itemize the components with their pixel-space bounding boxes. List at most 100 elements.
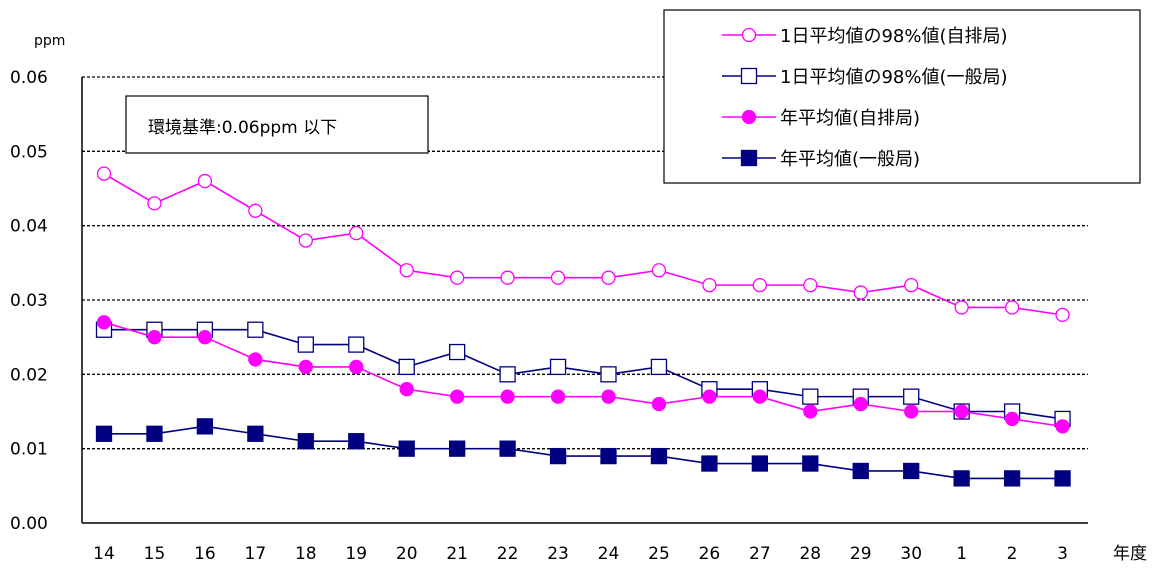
- y-tick-label: 0.01: [10, 440, 48, 460]
- data-point: [752, 277, 767, 293]
- y-tick-label: 0.02: [10, 365, 48, 385]
- data-point: [953, 470, 970, 487]
- legend-item: 年平均値(一般局): [722, 149, 920, 170]
- data-point: [1004, 411, 1020, 427]
- data-point: [549, 447, 567, 465]
- y-tick-label: 0.06: [10, 68, 48, 88]
- data-point: [954, 300, 969, 315]
- data-point: [248, 352, 263, 367]
- x-tick-label: 26: [699, 544, 721, 564]
- series-line: [103, 321, 1063, 428]
- data-point: [903, 388, 920, 405]
- data-point: [1003, 470, 1021, 487]
- legend-label: 年平均値(一般局): [780, 149, 920, 170]
- x-tick-label: 27: [749, 544, 771, 564]
- data-point: [550, 270, 566, 285]
- x-tick-label: 15: [144, 544, 166, 564]
- y-tick-label: 0.00: [10, 514, 48, 534]
- data-point: [751, 455, 768, 472]
- y-axis-unit-label: ppm: [34, 33, 65, 49]
- data-point: [96, 315, 112, 330]
- data-point: [803, 404, 818, 419]
- data-point: [247, 321, 264, 338]
- data-point: [853, 396, 868, 412]
- series-line: [104, 328, 1063, 420]
- data-point: [448, 343, 466, 361]
- x-tick-label: 23: [547, 544, 569, 564]
- data-point: [650, 358, 668, 376]
- series-line: [104, 425, 1063, 480]
- data-point: [601, 270, 616, 285]
- data-point: [499, 366, 516, 383]
- x-tick-label: 29: [850, 544, 872, 564]
- data-point: [297, 336, 314, 353]
- grid-layer: [82, 76, 1088, 450]
- standard-annotation: 環境基準:0.06ppm 以下: [125, 95, 429, 154]
- data-point: [448, 440, 466, 457]
- x-tick-label: 25: [648, 544, 670, 564]
- data-point: [1054, 470, 1071, 487]
- data-point: [96, 166, 112, 181]
- y-tick-label: 0.04: [10, 217, 48, 237]
- x-tick-label: 17: [245, 544, 267, 564]
- series-4: [95, 418, 1071, 487]
- data-point: [852, 462, 869, 480]
- data-point: [197, 173, 213, 189]
- legend-swatch-marker: [740, 67, 758, 85]
- legend-item: 年平均値(自排局): [722, 108, 920, 129]
- x-tick-label: 18: [295, 544, 317, 564]
- data-point: [298, 359, 313, 375]
- data-point: [802, 455, 819, 472]
- data-point: [853, 285, 868, 300]
- data-point: [904, 404, 919, 419]
- data-point: [802, 388, 819, 405]
- x-tick-label: 20: [396, 544, 418, 564]
- data-point: [702, 277, 717, 293]
- data-point: [803, 277, 818, 293]
- data-point: [399, 263, 414, 278]
- data-point: [348, 336, 365, 353]
- data-point: [903, 462, 920, 480]
- data-point: [449, 389, 465, 404]
- x-tick-label: 21: [446, 544, 468, 564]
- series-3: [96, 315, 1070, 434]
- legend: 1日平均値の98%値(自排局) 1日平均値の98%値(一般局) 年平均値(自排局) 年…: [663, 9, 1141, 184]
- data-point: [550, 389, 566, 404]
- data-point: [500, 389, 515, 404]
- data-point: [248, 203, 263, 218]
- x-tick-label: 3: [1057, 544, 1068, 564]
- data-point: [904, 277, 919, 293]
- data-point: [651, 263, 667, 278]
- data-point: [701, 455, 718, 472]
- y-tick-labels: 0.00 0.01 0.02 0.03 0.04 0.05 0.06: [10, 68, 48, 534]
- data-point: [449, 270, 465, 285]
- legend-swatch-marker: [741, 27, 757, 43]
- data-point: [601, 389, 616, 404]
- data-point: [499, 440, 516, 457]
- legend-item: 1日平均値の98%値(自排局): [722, 26, 1008, 47]
- data-point: [702, 389, 717, 404]
- data-point: [1004, 300, 1020, 315]
- data-point: [196, 418, 214, 435]
- data-point: [398, 440, 415, 457]
- data-point: [650, 447, 668, 465]
- x-tick-label: 1: [956, 544, 967, 564]
- data-point: [600, 447, 617, 465]
- data-point: [197, 330, 213, 345]
- data-point: [399, 382, 414, 397]
- data-point: [297, 433, 314, 450]
- y-tick-label: 0.03: [10, 291, 48, 311]
- data-point: [500, 270, 515, 285]
- data-point: [146, 425, 163, 442]
- data-point: [247, 425, 264, 442]
- legend-label: 1日平均値の98%値(一般局): [780, 67, 1008, 88]
- data-point: [954, 404, 969, 419]
- legend-item: 1日平均値の98%値(一般局): [722, 67, 1008, 88]
- legend-items: 1日平均値の98%値(自排局) 1日平均値の98%値(一般局) 年平均値(自排局) 年…: [722, 26, 1008, 170]
- data-point: [147, 330, 162, 345]
- legend-label: 年平均値(自排局): [780, 108, 920, 129]
- series-line: [103, 172, 1063, 316]
- data-point: [651, 396, 667, 412]
- standard-annotation-box: [125, 95, 429, 154]
